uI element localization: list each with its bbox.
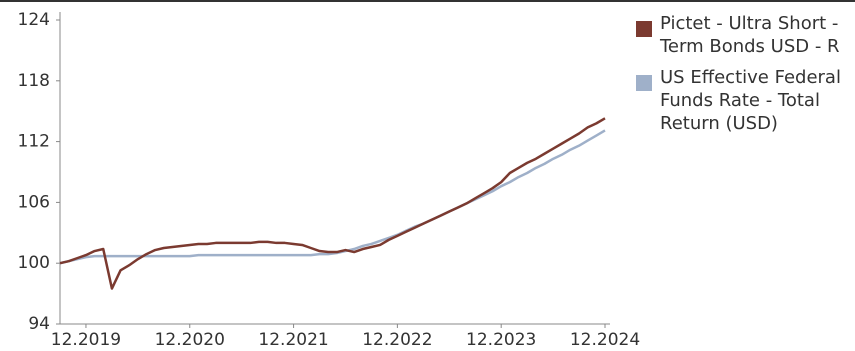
x-tick-label: 12.2022	[362, 330, 432, 350]
legend-label: Pictet - Ultra Short -Term Bonds USD - R	[660, 13, 840, 57]
legend: Pictet - Ultra Short -Term Bonds USD - R…	[636, 12, 851, 143]
x-tick-label: 12.2019	[51, 330, 121, 350]
y-tick-label: 94	[28, 314, 50, 334]
x-tick-label: 12.2021	[258, 330, 328, 350]
x-tick-label: 12.2023	[466, 330, 536, 350]
legend-item: Pictet - Ultra Short -Term Bonds USD - R	[636, 12, 851, 58]
x-tick-label: 12.2024	[570, 330, 640, 350]
legend-swatch	[636, 21, 652, 37]
series-line	[59, 117, 606, 290]
y-tick-label: 118	[18, 71, 50, 91]
y-tick-label: 112	[18, 132, 50, 152]
x-tick-label: 12.2020	[155, 330, 225, 350]
legend-label: US Effective Federal Funds Rate - Total …	[660, 67, 841, 134]
y-tick-label: 124	[18, 10, 50, 30]
legend-swatch	[636, 75, 652, 91]
y-tick-label: 100	[18, 253, 50, 273]
y-tick-label: 106	[18, 192, 50, 212]
legend-item: US Effective Federal Funds Rate - Total …	[636, 66, 851, 135]
series-line	[59, 129, 606, 265]
